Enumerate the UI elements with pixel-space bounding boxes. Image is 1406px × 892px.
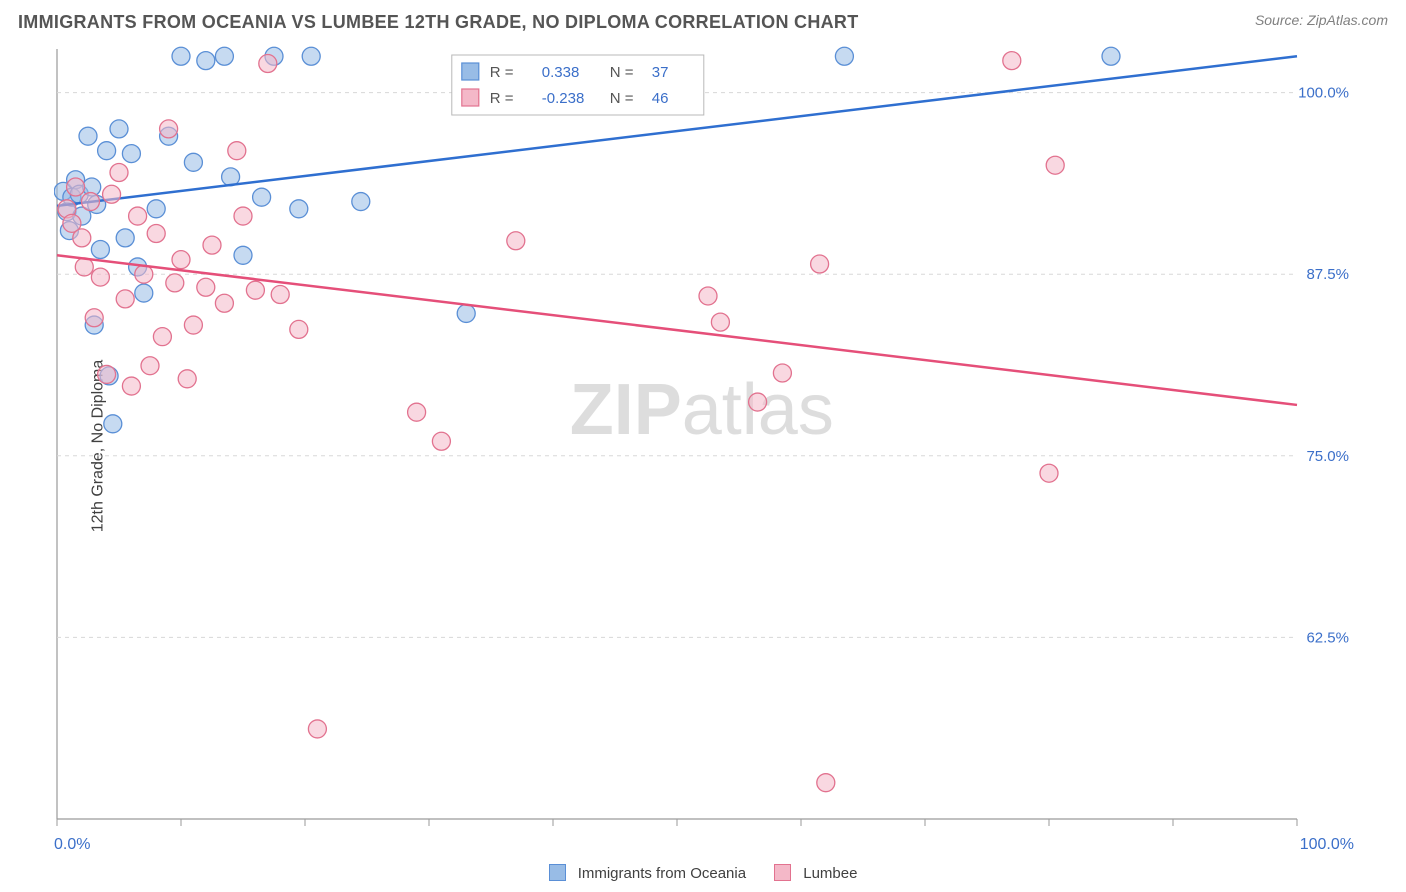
- legend-item-oceania: Immigrants from Oceania: [549, 864, 747, 882]
- x-max-label: 100.0%: [1300, 836, 1354, 854]
- legend-item-lumbee: Lumbee: [774, 864, 857, 882]
- svg-text:-0.238: -0.238: [542, 90, 585, 107]
- svg-text:62.5%: 62.5%: [1306, 629, 1349, 646]
- svg-text:0.338: 0.338: [542, 64, 580, 81]
- legend-swatch-oceania: [549, 864, 566, 881]
- legend-swatch-lumbee: [774, 864, 791, 881]
- chart-title: IMMIGRANTS FROM OCEANIA VS LUMBEE 12TH G…: [18, 12, 859, 33]
- svg-text:N =: N =: [610, 90, 634, 107]
- x-min-label: 0.0%: [54, 836, 90, 854]
- svg-text:37: 37: [652, 64, 669, 81]
- legend-label-lumbee: Lumbee: [803, 865, 857, 882]
- chart-svg: 62.5% 75.0% 87.5% 100.0% ZIPatlas R = 0.338 N =…: [54, 46, 1354, 836]
- svg-text:75.0%: 75.0%: [1306, 448, 1349, 465]
- chart-area: 62.5% 75.0% 87.5% 100.0% ZIPatlas R = 0.338 N =…: [54, 46, 1354, 836]
- x-axis-labels: 0.0% 100.0%: [54, 836, 1354, 854]
- svg-text:ZIPatlas: ZIPatlas: [570, 370, 834, 450]
- svg-text:R =: R =: [490, 90, 514, 107]
- svg-text:R =: R =: [490, 64, 514, 81]
- bottom-legend: Immigrants from Oceania Lumbee: [0, 864, 1406, 882]
- source-credit: Source: ZipAtlas.com: [1255, 12, 1388, 28]
- svg-text:87.5%: 87.5%: [1306, 266, 1349, 283]
- svg-text:N =: N =: [610, 64, 634, 81]
- svg-text:46: 46: [652, 90, 669, 107]
- svg-text:100.0%: 100.0%: [1298, 85, 1349, 102]
- legend-label-oceania: Immigrants from Oceania: [578, 865, 746, 882]
